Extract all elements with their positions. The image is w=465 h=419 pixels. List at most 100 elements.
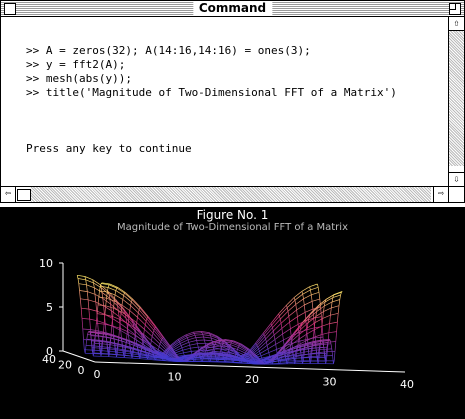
- mesh-line: [295, 356, 297, 363]
- mesh-line: [101, 343, 103, 354]
- horizontal-scrollbar[interactable]: ⇦ ⇨: [1, 186, 464, 202]
- mesh-line: [94, 343, 103, 345]
- mesh-line: [125, 318, 135, 327]
- mesh-line: [219, 351, 221, 356]
- figure-titlebar[interactable]: Figure No. 1: [0, 207, 465, 223]
- vertical-scrollbar[interactable]: ⇧ ⇩: [448, 17, 464, 186]
- mesh-line: [196, 353, 199, 356]
- mesh-line: [313, 325, 323, 331]
- mesh-line: [304, 340, 306, 348]
- mesh-line: [296, 347, 305, 352]
- mesh-line: [246, 360, 255, 364]
- zoom-box-icon[interactable]: [449, 3, 461, 15]
- scroll-down-arrow-icon[interactable]: ⇩: [449, 172, 464, 186]
- mesh-line: [312, 343, 321, 346]
- mesh-line: [293, 358, 295, 364]
- mesh-line: [250, 359, 252, 362]
- mesh-line: [123, 355, 126, 358]
- mesh-line: [209, 358, 212, 362]
- mesh-line: [108, 293, 117, 303]
- mesh-line: [107, 348, 116, 351]
- mesh-line: [306, 342, 315, 345]
- mesh-line: [174, 347, 183, 352]
- mesh-line: [264, 360, 273, 365]
- mesh-line: [112, 318, 121, 324]
- vertical-scroll-track[interactable]: [449, 31, 464, 166]
- mesh-line: [207, 343, 216, 347]
- mesh-line: [213, 353, 216, 355]
- mesh-line: [228, 352, 236, 355]
- mesh-line: [329, 315, 331, 324]
- mesh-line: [186, 335, 188, 338]
- mesh-line: [79, 290, 81, 299]
- mesh-line: [152, 330, 155, 334]
- mesh-line: [128, 316, 137, 323]
- mesh-line: [96, 331, 98, 334]
- mesh-line: [99, 283, 102, 287]
- mesh-line: [213, 346, 215, 350]
- mesh-line: [333, 360, 335, 364]
- mesh-line: [119, 319, 121, 329]
- mesh-line: [130, 305, 139, 314]
- mesh-line: [174, 349, 183, 354]
- mesh-line: [296, 344, 299, 351]
- mesh-line: [132, 349, 134, 357]
- mesh-line: [268, 352, 270, 357]
- mesh-line: [200, 331, 203, 333]
- mesh-line: [131, 355, 134, 359]
- mesh-line: [144, 321, 147, 325]
- mesh-line: [241, 358, 244, 361]
- command-titlebar[interactable]: Command: [1, 1, 464, 17]
- horizontal-scroll-thumb[interactable]: [17, 189, 31, 201]
- mesh-line: [271, 361, 274, 364]
- mesh-line: [297, 316, 299, 325]
- mesh-line: [260, 355, 263, 359]
- mesh-line: [270, 313, 279, 324]
- scroll-left-arrow-icon[interactable]: ⇦: [1, 187, 16, 202]
- mesh-line: [210, 339, 219, 344]
- mesh-line: [108, 284, 117, 289]
- mesh-line: [121, 304, 131, 311]
- mesh-line: [160, 339, 162, 342]
- command-line: Press any key to continue: [26, 142, 192, 155]
- mesh-line: [266, 334, 275, 343]
- mesh-line: [258, 341, 267, 350]
- mesh-line: [140, 345, 143, 352]
- mesh-line: [318, 352, 320, 362]
- mesh-line: [330, 343, 333, 349]
- command-output-area[interactable]: >> A = zeros(32); A(14:16,14:16) = ones(…: [1, 17, 448, 186]
- mesh-line: [175, 352, 184, 356]
- mesh-line: [88, 331, 91, 333]
- horizontal-scroll-track[interactable]: [31, 187, 431, 202]
- mesh-line: [332, 294, 341, 298]
- mesh-line: [86, 284, 95, 289]
- mesh-line: [118, 310, 127, 319]
- mesh-line: [128, 340, 137, 345]
- mesh-line: [89, 318, 98, 322]
- mesh-line: [147, 340, 149, 343]
- mesh-line: [226, 355, 235, 358]
- y-tick-label: 20: [58, 359, 72, 372]
- mesh-line: [338, 299, 341, 306]
- scroll-right-arrow-icon[interactable]: ⇨: [433, 187, 448, 202]
- mesh-line: [310, 353, 313, 362]
- mesh-line: [290, 328, 292, 337]
- mesh-line: [266, 345, 269, 349]
- mesh-line: [193, 331, 195, 334]
- mesh-line: [296, 354, 305, 357]
- close-box-icon[interactable]: [4, 3, 16, 15]
- grow-box-icon[interactable]: [448, 187, 464, 202]
- mesh-line: [149, 344, 151, 350]
- mesh-line: [186, 353, 195, 362]
- mesh-line: [124, 292, 134, 300]
- mesh-line: [286, 362, 288, 364]
- mesh-line: [133, 335, 136, 343]
- mesh-line: [92, 279, 101, 286]
- mesh-line: [137, 309, 140, 313]
- mesh-line: [255, 355, 265, 365]
- scroll-up-arrow-icon[interactable]: ⇧: [449, 17, 464, 31]
- mesh-line: [326, 293, 335, 300]
- mesh-line: [186, 337, 189, 340]
- mesh-line: [195, 357, 197, 360]
- mesh-line: [273, 334, 276, 340]
